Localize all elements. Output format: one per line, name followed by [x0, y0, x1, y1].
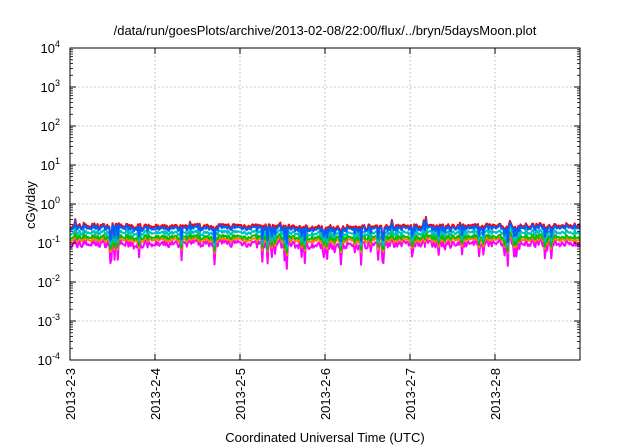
y-tick-label: 10-3: [38, 312, 60, 329]
y-tick-label: 103: [41, 78, 60, 95]
x-tick-label: 2013-2-7: [403, 368, 418, 420]
y-tick-label: 10-4: [38, 351, 60, 368]
series-layer: [69, 215, 581, 270]
x-axis-label: Coordinated Universal Time (UTC): [225, 430, 424, 445]
x-tick-label: 2013-2-8: [488, 368, 503, 420]
x-tick-label: 2013-2-3: [63, 368, 78, 420]
series-line: [69, 218, 581, 245]
x-tick-label: 2013-2-6: [318, 368, 333, 420]
chart-title: /data/run/goesPlots/archive/2013-02-08/2…: [114, 23, 537, 38]
y-axis-label: cGy/day: [23, 181, 38, 229]
grid: [70, 48, 580, 360]
x-tick-label: 2013-2-5: [233, 368, 248, 420]
y-tick-label: 102: [41, 117, 60, 134]
y-tick-label: 10-1: [38, 234, 60, 251]
y-tick-label: 104: [41, 39, 60, 56]
y-tick-label: 100: [41, 195, 60, 212]
x-tick-label: 2013-2-4: [148, 368, 163, 420]
series-line: [69, 227, 581, 270]
y-tick-label: 101: [41, 156, 60, 173]
y-tick-label: 10-2: [38, 273, 60, 290]
axes: 10-4 10-3 10-2 10-1 100 101 102 103 104 2013-2-3 2…: [38, 39, 580, 420]
